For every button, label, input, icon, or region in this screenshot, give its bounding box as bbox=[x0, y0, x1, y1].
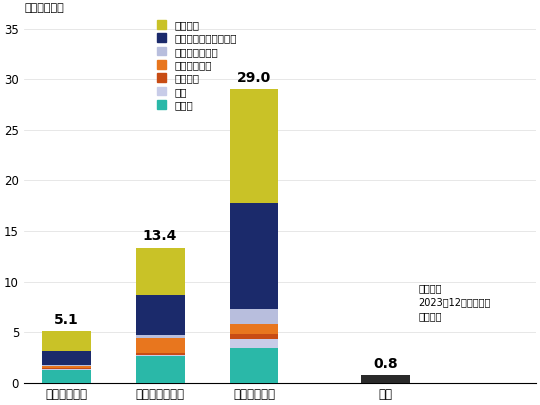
Bar bbox=[230, 335, 279, 339]
Bar bbox=[361, 375, 410, 383]
Text: 0.8: 0.8 bbox=[373, 357, 398, 371]
Bar bbox=[230, 324, 279, 335]
Bar bbox=[136, 353, 185, 355]
Bar bbox=[136, 338, 185, 353]
Bar bbox=[230, 309, 279, 324]
Bar bbox=[42, 368, 91, 369]
Bar bbox=[136, 355, 185, 356]
Bar bbox=[42, 365, 91, 366]
Bar bbox=[230, 203, 279, 309]
Text: 29.0: 29.0 bbox=[237, 71, 271, 85]
Bar bbox=[136, 335, 185, 338]
Text: 13.4: 13.4 bbox=[143, 229, 177, 243]
Bar bbox=[230, 90, 279, 203]
Bar bbox=[42, 331, 91, 351]
Bar bbox=[230, 347, 279, 383]
Bar bbox=[42, 351, 91, 365]
Bar bbox=[230, 339, 279, 347]
Bar bbox=[42, 369, 91, 370]
Text: （兆米ドル）: （兆米ドル） bbox=[25, 3, 65, 13]
Legend: 金の代替, 機関投賄家による投賄, グローバル決済, 新興国の通貨, 国家資産, 送金, その他: 金の代替, 機関投賄家による投賄, グローバル決済, 新興国の通貨, 国家資産,… bbox=[157, 20, 237, 110]
Bar bbox=[136, 248, 185, 295]
Bar bbox=[136, 356, 185, 383]
Text: （参考）
2023年12月末時点の
時価総額: （参考） 2023年12月末時点の 時価総額 bbox=[418, 283, 491, 321]
Bar bbox=[42, 370, 91, 383]
Text: 5.1: 5.1 bbox=[54, 313, 78, 327]
Bar bbox=[136, 295, 185, 335]
Bar bbox=[42, 366, 91, 368]
